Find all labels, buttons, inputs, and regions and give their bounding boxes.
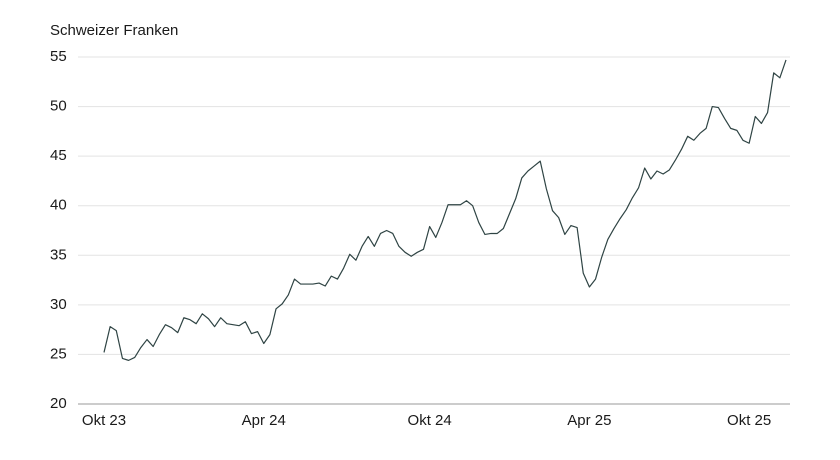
x-tick-label: Okt 23 xyxy=(82,412,126,429)
y-tick-label: 20 xyxy=(50,395,67,412)
axis-title: Schweizer Franken xyxy=(50,22,178,39)
y-tick-label: 25 xyxy=(50,345,67,362)
price-line xyxy=(103,59,787,361)
y-tick-label: 55 xyxy=(50,48,67,65)
y-tick-label: 50 xyxy=(50,98,67,115)
y-tick-label: 30 xyxy=(50,296,67,313)
y-tick-label: 45 xyxy=(50,147,67,164)
x-tick-label: Apr 24 xyxy=(242,412,286,429)
x-tick-label: Apr 25 xyxy=(567,412,611,429)
y-tick-label: 35 xyxy=(50,246,67,263)
x-tick-label: Okt 25 xyxy=(727,412,771,429)
y-tick-label: 40 xyxy=(50,197,67,214)
x-tick-label: Okt 24 xyxy=(408,412,452,429)
